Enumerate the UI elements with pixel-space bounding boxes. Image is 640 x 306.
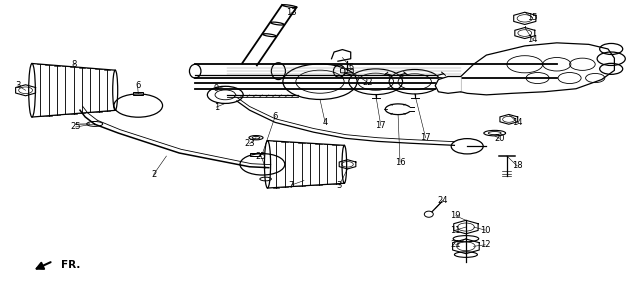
Text: 8: 8 bbox=[71, 60, 76, 69]
Text: 7: 7 bbox=[289, 181, 294, 190]
Text: 15: 15 bbox=[527, 13, 538, 22]
Text: 3: 3 bbox=[337, 181, 342, 190]
Text: 17: 17 bbox=[376, 121, 386, 130]
Text: 24: 24 bbox=[438, 196, 448, 205]
Polygon shape bbox=[435, 76, 461, 93]
Text: 9: 9 bbox=[214, 84, 219, 93]
Text: 18: 18 bbox=[512, 161, 522, 170]
Text: 3: 3 bbox=[15, 81, 20, 90]
Text: 2: 2 bbox=[151, 170, 156, 179]
Text: 12: 12 bbox=[480, 240, 490, 249]
Text: 25: 25 bbox=[256, 151, 266, 161]
Text: 17: 17 bbox=[420, 133, 431, 142]
Text: 23: 23 bbox=[244, 139, 255, 148]
Text: 16: 16 bbox=[395, 158, 405, 167]
Text: 13: 13 bbox=[286, 8, 296, 17]
Text: 20: 20 bbox=[494, 134, 504, 143]
Text: 10: 10 bbox=[480, 226, 490, 235]
Text: 11: 11 bbox=[451, 226, 461, 235]
Text: 6: 6 bbox=[135, 81, 140, 90]
Text: 14: 14 bbox=[512, 118, 522, 127]
Text: FR.: FR. bbox=[61, 260, 80, 270]
Text: 1: 1 bbox=[214, 103, 219, 112]
Text: 25: 25 bbox=[70, 122, 81, 132]
Text: 19: 19 bbox=[451, 211, 461, 220]
Text: 14: 14 bbox=[527, 35, 538, 44]
Text: 22: 22 bbox=[363, 78, 373, 87]
FancyArrowPatch shape bbox=[36, 262, 51, 269]
Text: 21: 21 bbox=[451, 240, 461, 249]
Text: 5: 5 bbox=[348, 63, 353, 72]
Text: 4: 4 bbox=[323, 118, 328, 127]
Polygon shape bbox=[461, 43, 614, 95]
Text: 6: 6 bbox=[273, 112, 278, 121]
